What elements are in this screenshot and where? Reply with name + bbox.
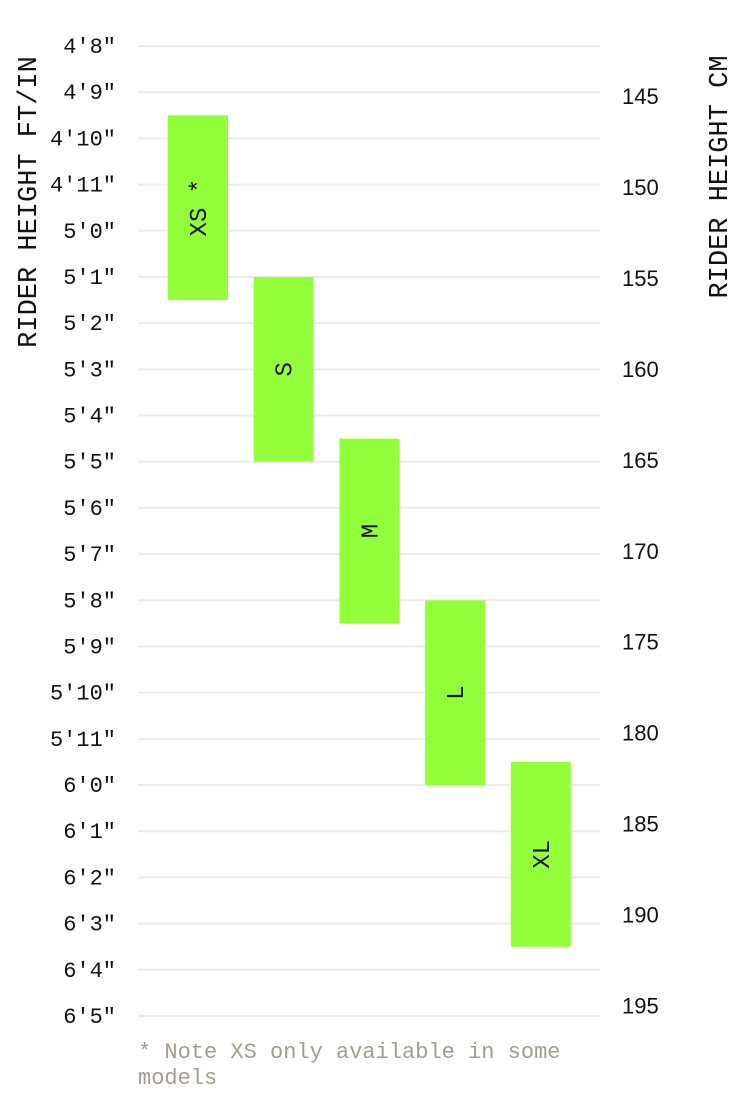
left-tick-label: 5'10" [50,682,116,707]
left-tick-label: 5'4" [63,405,116,430]
right-tick-label: 165 [622,448,659,473]
left-tick-label: 4'9" [63,81,116,106]
left-tick-label: 5'11" [50,728,116,753]
left-tick-label: 6'5" [63,1005,116,1030]
left-tick-label: 5'1" [63,266,116,291]
bar-label: S [273,362,300,376]
bar-l [425,600,486,786]
right-tick-label: 155 [622,266,659,291]
left-tick-label: 4'10" [50,127,116,152]
footnote: * Note XS only available in some models [138,1040,561,1091]
left-tick-label: 5'0" [63,220,116,245]
bar-label: L [444,685,471,699]
bar-label: XL [530,840,557,869]
left-tick-label: 5'5" [63,451,116,476]
left-tick-label: 6'1" [63,820,116,845]
left-tick-label: 5'9" [63,635,116,660]
right-tick-label: 175 [622,630,659,655]
right-tick-label: 180 [622,721,659,746]
right-tick-label: 185 [622,812,659,837]
left-tick-label: 5'3" [63,358,116,383]
left-tick-label: 6'4" [63,959,116,984]
left-tick-label: 6'0" [63,774,116,799]
bar-label: XS * [187,179,214,237]
bar-s [253,276,314,462]
right-tick-label: 160 [622,357,659,382]
bar-m [339,438,400,624]
right-axis-title: RIDER HEIGHT CM [706,55,736,298]
right-tick-label: 195 [622,993,659,1018]
left-tick-label: 5'6" [63,497,116,522]
left-tick-label: 4'8" [63,35,116,60]
left-tick-label: 5'8" [63,589,116,614]
left-tick-label: 6'3" [63,913,116,938]
left-tick-label: 5'7" [63,543,116,568]
right-tick-label: 170 [622,539,659,564]
left-tick-label: 5'2" [63,312,116,337]
right-tick-label: 150 [622,175,659,200]
left-axis-title: RIDER HEIGHT FT/IN [15,56,45,348]
right-tick-label: 190 [622,903,659,928]
bar-xs [168,115,228,301]
bar-xl [510,761,571,947]
left-tick-label: 4'11" [50,174,116,199]
left-tick-label: 6'2" [63,866,116,891]
bar-label: M [358,524,385,538]
right-tick-label: 145 [622,84,659,109]
